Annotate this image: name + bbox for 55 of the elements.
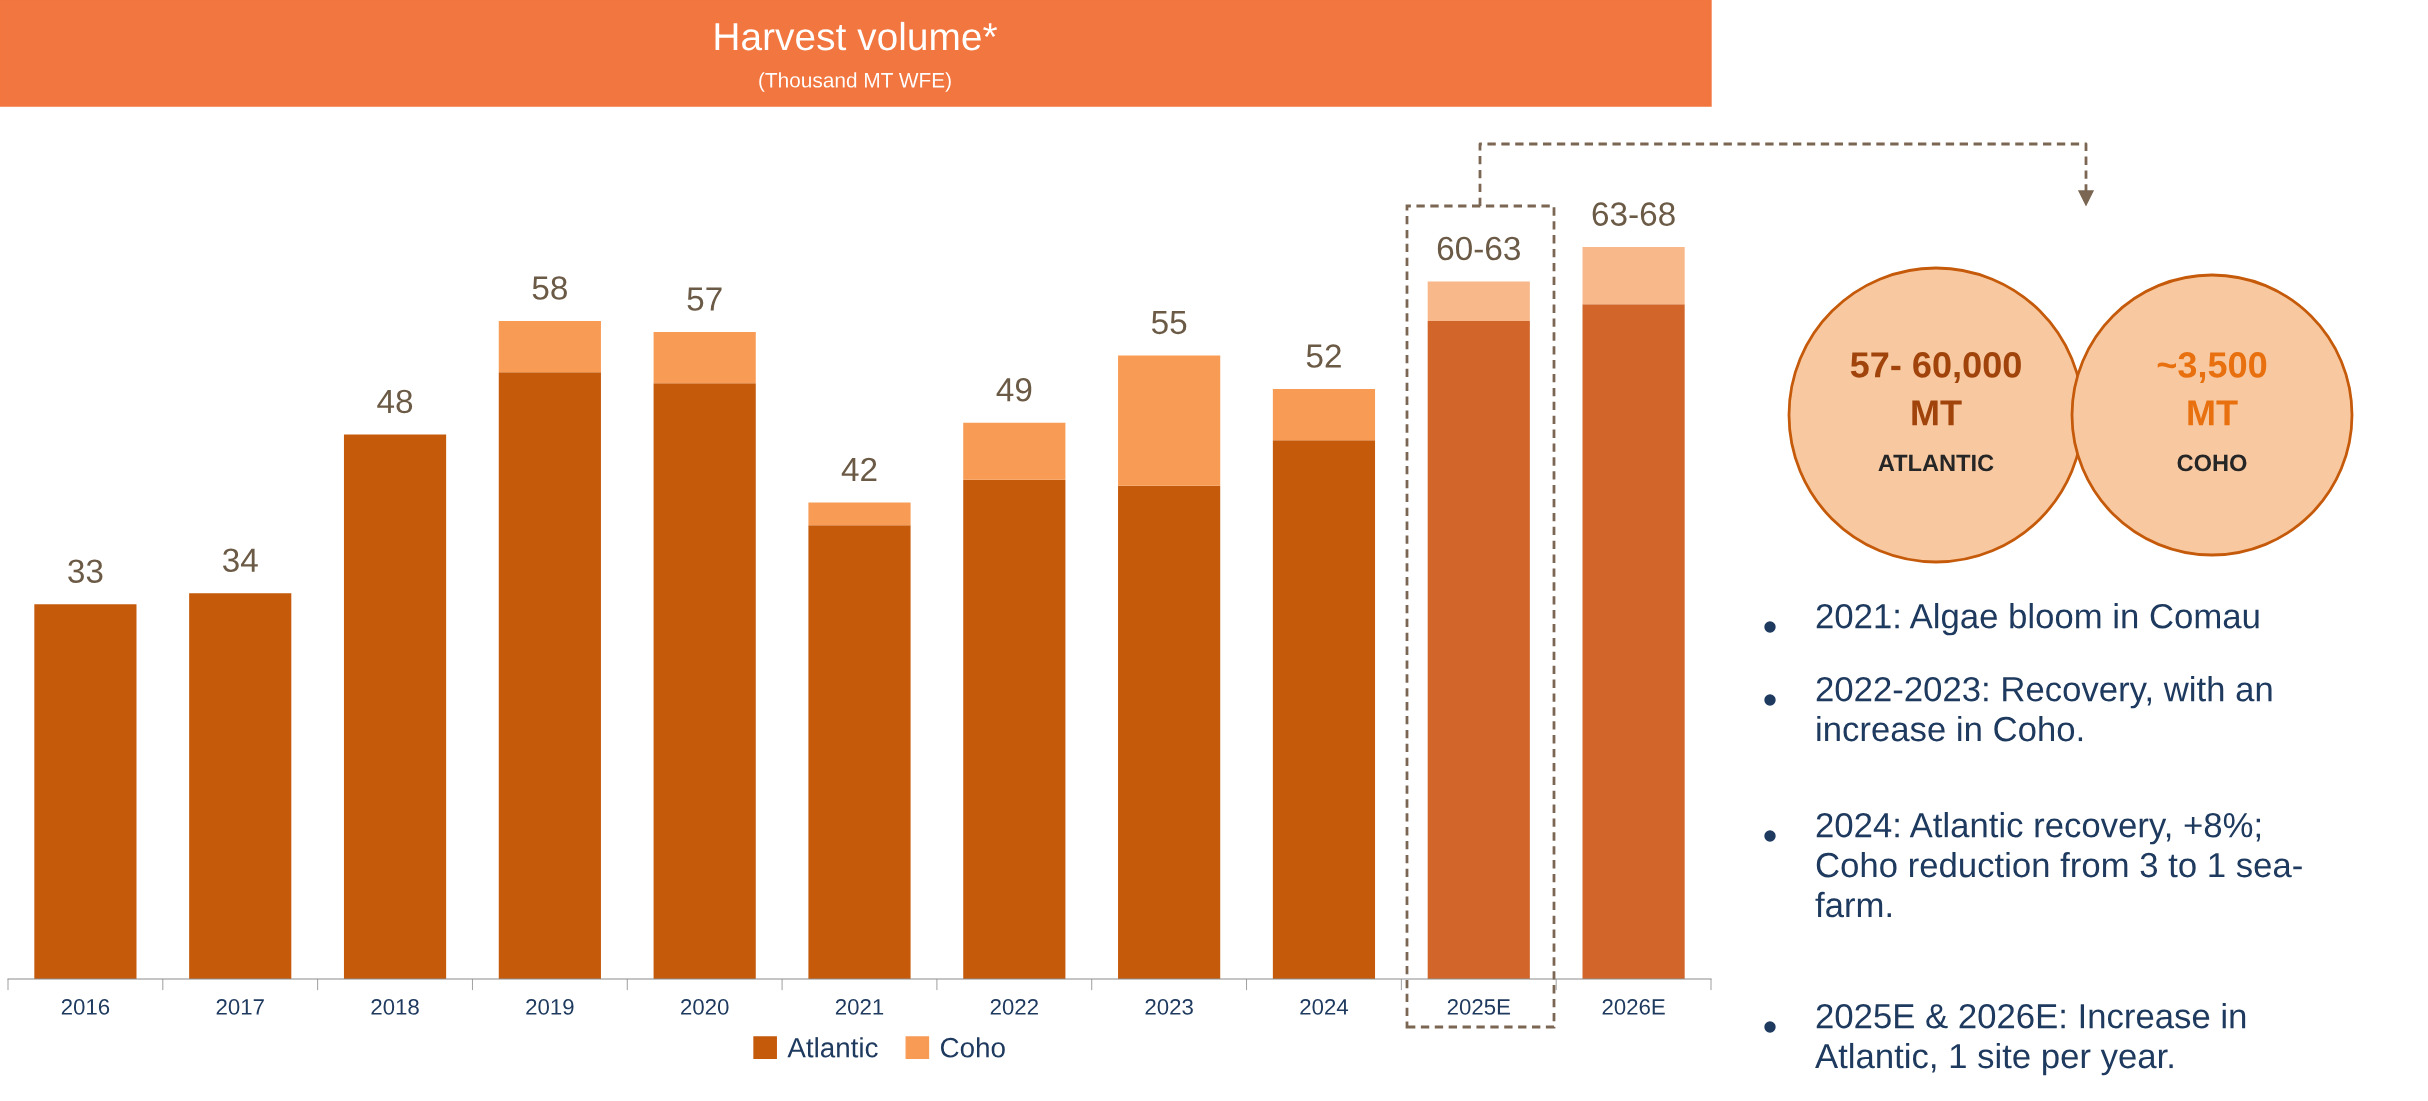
bar xyxy=(498,372,601,979)
annotation: 42 xyxy=(841,457,877,481)
text: ~3,500 xyxy=(2157,352,2267,383)
text: 2025E & 2026E: Increase in Atlantic, 1 site per year. xyxy=(1815,1003,2246,1076)
text: COHO xyxy=(2177,454,2247,472)
bar xyxy=(1582,247,1685,305)
bar xyxy=(1582,304,1685,979)
bar xyxy=(343,434,447,979)
x-tick-label: 2026E xyxy=(1602,999,1665,1015)
annotation: 52 xyxy=(1306,344,1341,368)
annotation: 58 xyxy=(532,276,567,300)
x-tick-label: 2025E xyxy=(1447,999,1510,1015)
bar xyxy=(1118,355,1221,486)
annotation: 63-68 xyxy=(1592,202,1675,226)
bar xyxy=(189,593,292,979)
annotation: 60-63 xyxy=(1437,236,1520,261)
x-tick-label: 2019 xyxy=(526,999,574,1015)
text: MT xyxy=(2188,400,2238,426)
bar xyxy=(963,422,1066,480)
annotation: 33 xyxy=(68,559,103,584)
bar xyxy=(808,525,911,979)
x-tick-label: 2018 xyxy=(371,999,419,1015)
text: 57- 60,000 xyxy=(1850,352,2021,383)
bar xyxy=(1272,440,1376,979)
bar xyxy=(653,332,756,384)
annotation: 49 xyxy=(996,377,1032,402)
legend-label: Coho xyxy=(940,1037,1005,1058)
x-tick-label: 2020 xyxy=(681,999,729,1015)
legend-label: Atlantic xyxy=(787,1037,878,1058)
annotation: 55 xyxy=(1151,310,1187,335)
text: MT xyxy=(1912,400,1962,426)
bar xyxy=(498,321,601,373)
x-tick-label: 2017 xyxy=(216,999,264,1015)
text: 2022-2023: Recovery, with an increase in Coho. xyxy=(1816,676,2272,742)
x-tick-label: 2024 xyxy=(1300,999,1349,1015)
bar xyxy=(1272,389,1376,441)
annotation: 48 xyxy=(377,389,413,414)
x-tick-label: 2022 xyxy=(990,999,1038,1015)
annotation: 34 xyxy=(222,548,258,573)
x-tick-label: 2023 xyxy=(1145,999,1193,1015)
text: 2024: Atlantic recovery, +8%; Coho reduction from 3 to 1 sea- farm. xyxy=(1815,812,2302,918)
bar xyxy=(1427,281,1530,322)
x-tick-label: 2016 xyxy=(61,999,110,1015)
bar xyxy=(653,383,756,979)
bar xyxy=(963,479,1066,979)
text: 2021: Algae bloom in Comau xyxy=(1816,603,2259,636)
bar xyxy=(1118,485,1221,979)
bar xyxy=(1427,321,1530,979)
chart-title: Harvest volume* xyxy=(715,21,998,51)
chart-subtitle: (Thousand MT WFE) xyxy=(759,72,951,92)
text: ATLANTIC xyxy=(1878,454,1994,472)
x-tick-label: 2021 xyxy=(835,999,884,1015)
annotation: 57 xyxy=(687,287,722,311)
bar xyxy=(808,502,911,526)
bar xyxy=(34,604,137,979)
